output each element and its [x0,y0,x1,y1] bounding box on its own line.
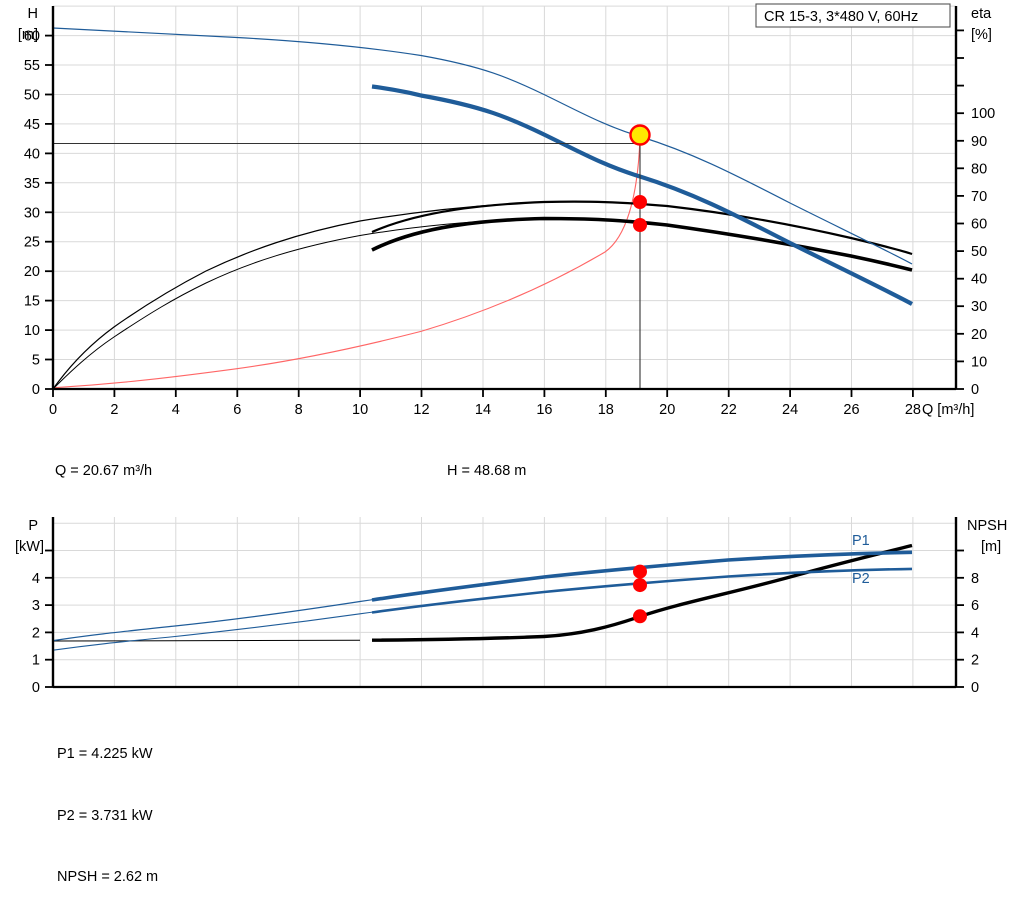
p2-value-text: P2 = 3.731 kW [57,807,153,824]
x-tick-label: 6 [233,402,241,418]
p1-duty-marker [633,564,647,579]
p2-curve-label: P2 [852,571,870,587]
y-left-axis-unit: [kW] [15,539,44,555]
vertical-gridlines [52,517,914,687]
x-tick-label: 18 [598,402,614,418]
y-left-tick-label: 45 [24,117,40,133]
y-right-ticks [956,29,964,390]
y-right-tick-label: 8 [971,571,979,587]
y-right-tick-label: 4 [971,625,979,641]
y-right-tick-label: 10 [971,354,987,370]
duty-point-marker[interactable] [629,124,651,146]
y-left-tick-label: 40 [24,146,40,162]
npsh-value-text: NPSH = 2.62 m [57,869,159,885]
y-right-tick-label: 70 [971,189,987,205]
y-right-tick-label: 0 [971,680,979,696]
npsh-duty-marker [633,609,647,624]
y-right-ticks [956,549,964,688]
y-left-tick-label: 5 [32,353,40,369]
y-left-tick-label: 0 [32,382,40,398]
x-tick-label: 24 [782,402,798,418]
head-curve-thin [52,27,913,265]
y-left-tick-label: 25 [24,235,40,251]
y-left-tick-label: 3 [32,598,40,614]
p2-duty-marker [633,578,647,593]
power-npsh-svg: P1 P2 0 1 2 3 4 0 2 [15,517,1007,696]
y-right-tick-label: 30 [971,299,987,315]
plot-area-background [53,6,956,389]
y-right-tick-label: 100 [971,106,995,122]
x-tick-label: 22 [721,402,737,418]
y-right-axis-unit: [m] [981,539,1001,555]
x-tick-label: 28 [905,402,921,418]
y-right-tick-label: 80 [971,161,987,177]
y-right-tick-label: 50 [971,244,987,260]
x-tick-label: 4 [172,402,180,418]
y-left-tick-label: 4 [32,571,40,587]
power-npsh-chart: P1 P2 0 1 2 3 4 0 2 [0,505,1024,705]
y-right-axis-unit: [%] [971,27,992,43]
y-right-axis-name: NPSH [967,518,1007,534]
power-npsh-data: P1 = 4.225 kW P2 = 3.731 kW NPSH = 2.62 … [57,703,158,908]
vertical-gridlines [52,6,914,389]
x-tick-label: 8 [295,402,303,418]
eta-pump-duty-marker [633,195,647,209]
x-tick-label: 10 [352,402,368,418]
eta-pump-motor-thick-curve [371,216,913,272]
y-left-tick-label: 20 [24,264,40,280]
y-left-tick-label: 0 [32,680,40,696]
y-left-tick-label: 15 [24,294,40,310]
plot-area-background [53,517,956,687]
y-left-axis-unit: [m] [18,27,38,43]
title-box [755,3,951,28]
eta-pump-thick-curve [371,200,913,256]
head-curve-thick [371,84,914,306]
y-right-tick-label: 2 [971,653,979,669]
y-left-ticks [45,549,53,688]
y-right-tick-label: 90 [971,134,987,150]
y-left-tick-label: 60 [24,29,40,45]
y-left-axis-name: H [28,6,38,22]
eta-pump-motor-duty-marker [633,218,647,232]
red-reference-curve [52,136,641,389]
y-right-axis-name: eta [971,6,992,22]
p1-value-text: P1 = 4.225 kW [57,746,153,762]
x-tick-label: 0 [49,402,57,418]
y-left-tick-label: 1 [32,653,40,669]
head-efficiency-svg: 0 5 10 15 20 25 30 35 40 45 50 55 60 0 1… [18,3,995,418]
y-right-tick-label: 60 [971,217,987,233]
y-left-ticks [45,34,53,390]
p1-curve-label: P1 [852,533,870,549]
y-left-tick-label: 55 [24,58,40,74]
x-ticks [52,389,914,397]
x-tick-label: 20 [659,402,675,418]
head-efficiency-chart: 0 5 10 15 20 25 30 35 40 45 50 55 60 0 1… [0,0,1024,420]
y-left-tick-label: 35 [24,176,40,192]
y-left-axis-name: P [28,518,38,534]
x-axis-label: Q [m³/h] [922,402,974,418]
x-tick-label: 26 [843,402,859,418]
title-box-label: CR 15-3, 3*480 V, 60Hz [764,9,918,25]
x-tick-label: 16 [536,402,552,418]
x-tick-label: 2 [110,402,118,418]
duty-head-text: H = 48.68 m [447,463,527,479]
y-right-tick-label: 6 [971,598,979,614]
y-right-tick-label: 0 [971,382,979,398]
y-right-tick-label: 40 [971,272,987,288]
y-right-tick-label: 20 [971,327,987,343]
y-left-tick-label: 10 [24,323,40,339]
x-tick-label: 12 [413,402,429,418]
y-left-tick-label: 2 [32,625,40,641]
y-left-tick-label: 50 [24,88,40,104]
y-left-tick-label: 30 [24,205,40,221]
npsh-curve-thin [52,639,361,642]
x-tick-label: 14 [475,402,491,418]
duty-flow-text: Q = 20.67 m³/h [55,463,153,479]
